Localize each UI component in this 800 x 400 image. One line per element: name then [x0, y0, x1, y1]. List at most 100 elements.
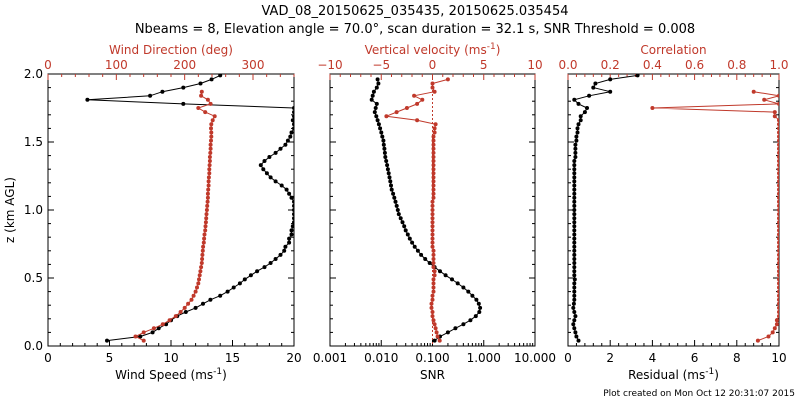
data-point: [777, 248, 779, 253]
data-point: [430, 228, 435, 233]
data-point: [430, 236, 435, 241]
data-point: [575, 126, 580, 131]
x-tick-label: 8: [733, 351, 741, 365]
data-point: [430, 314, 435, 319]
data-point: [382, 146, 387, 151]
data-point: [431, 318, 436, 323]
data-point: [777, 269, 779, 274]
data-point: [186, 301, 191, 306]
data-point: [289, 195, 294, 200]
data-point: [572, 203, 577, 208]
data-point: [189, 297, 194, 302]
top-tick-label: 100: [105, 58, 128, 72]
data-point: [394, 203, 399, 208]
data-point: [206, 183, 211, 188]
residual-x-label-end: ): [714, 368, 719, 382]
data-point: [430, 224, 435, 229]
data-point: [283, 142, 288, 147]
data-point: [218, 74, 223, 78]
data-point: [431, 179, 436, 184]
data-point: [575, 130, 580, 135]
data-point: [292, 208, 294, 212]
snr-x-label-text: SNR: [420, 368, 445, 382]
data-point: [571, 301, 576, 306]
data-point: [287, 191, 292, 196]
top-tick-label: 0.2: [601, 58, 620, 72]
data-point: [225, 289, 230, 294]
data-point: [777, 130, 779, 135]
y-tick-label: 2.0: [24, 67, 43, 81]
data-point: [770, 330, 775, 335]
data-point: [576, 338, 581, 343]
x-tick-label: 10: [163, 351, 178, 365]
data-point: [204, 208, 209, 212]
series-line: [371, 79, 481, 341]
data-point: [389, 187, 394, 192]
data-point: [208, 142, 213, 147]
residual-top-label-text: Correlation: [640, 43, 706, 57]
data-point: [578, 114, 583, 119]
data-point: [387, 175, 392, 180]
data-point: [258, 163, 263, 168]
data-point: [572, 208, 577, 212]
data-point: [571, 305, 576, 310]
data-point: [402, 224, 407, 229]
data-point: [261, 167, 266, 172]
data-point: [574, 334, 579, 339]
data-point: [431, 252, 436, 257]
data-point: [204, 212, 209, 217]
data-point: [207, 163, 212, 168]
data-point: [432, 269, 437, 274]
data-point: [430, 220, 435, 225]
data-point: [392, 195, 397, 200]
data-point: [385, 163, 390, 168]
data-point: [376, 81, 381, 86]
data-point: [777, 138, 779, 143]
data-point: [777, 240, 779, 245]
data-point: [572, 228, 577, 233]
data-point: [199, 89, 204, 94]
data-point: [432, 322, 437, 327]
wind-top-label: Wind Direction (deg): [109, 43, 233, 57]
data-point: [388, 179, 393, 184]
data-point: [105, 338, 109, 343]
data-point: [207, 155, 212, 159]
data-point: [198, 269, 203, 274]
data-point: [777, 220, 779, 225]
data-point: [571, 322, 576, 327]
residual-frame: [567, 73, 780, 347]
data-point: [156, 326, 161, 331]
data-point: [379, 130, 384, 135]
x-tick-label: 5: [106, 351, 114, 365]
data-point: [455, 281, 460, 286]
data-point: [381, 142, 386, 147]
data-point: [431, 285, 436, 290]
data-point: [429, 305, 434, 310]
data-point: [199, 265, 204, 270]
top-tick-label: 0.0: [558, 58, 577, 72]
y-tick-label: 1.5: [24, 135, 43, 149]
data-point: [572, 183, 577, 188]
data-point: [268, 261, 273, 265]
top-tick-label: 0: [44, 58, 52, 72]
data-point: [591, 85, 596, 90]
data-point: [445, 330, 450, 335]
data-point: [292, 220, 294, 225]
data-point: [466, 289, 471, 294]
data-point: [382, 150, 387, 155]
data-point: [431, 265, 436, 270]
data-point: [433, 326, 438, 331]
data-point: [777, 273, 779, 278]
data-point: [478, 305, 483, 310]
data-point: [431, 191, 436, 196]
top-tick-label: 10: [527, 58, 542, 72]
data-point: [196, 281, 201, 286]
data-point: [202, 232, 207, 237]
data-point: [209, 134, 214, 139]
data-point: [282, 248, 287, 253]
data-point: [777, 301, 779, 306]
data-point: [431, 134, 436, 139]
x-tick-label: 1.000: [467, 351, 501, 365]
data-point: [572, 248, 577, 253]
data-point: [200, 257, 205, 261]
